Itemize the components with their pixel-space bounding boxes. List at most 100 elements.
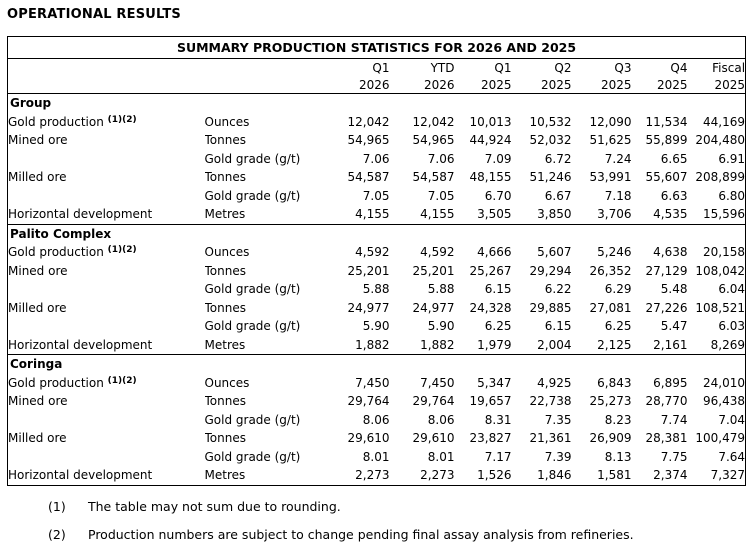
footnotes: (1) The table may not sum due to roundin… [48,499,752,543]
value-cell: 100,479 [695,431,746,446]
data-row: Gold production (1)(2) Ounces 7,450 7,450 5,… [8,374,746,393]
unit-cell: Ounces [204,245,250,260]
value-cell: 24,010 [703,375,746,390]
data-row: Mined ore Tonnes 25,201 25,201 25,267 29,294 2… [8,262,746,281]
value-cell: 7.64 [718,449,746,464]
value-cell: 28,770 [645,394,688,409]
data-row: Horizontal development Metres 2,273 2,273 1,… [8,466,746,485]
value-cell: 29,885 [529,300,572,315]
value-cell: 24,977 [412,300,455,315]
column-year-header: 2025 [656,77,688,92]
data-row: Gold production (1)(2) Ounces 12,042 12,042… [8,113,746,132]
value-cell: 6.25 [604,319,632,334]
value-cell: 6.29 [604,282,632,297]
unit-cell: Ounces [204,114,250,129]
row-label: Gold production (1)(2) [8,375,137,390]
value-cell: 6.72 [544,151,572,166]
data-row: Milled ore Tonnes 24,977 24,977 24,328 29,885… [8,299,746,318]
value-cell: 48,155 [469,170,512,185]
column-year-header: 2025 [540,77,572,92]
value-cell: 29,764 [412,394,455,409]
value-cell: 7.06 [362,151,390,166]
column-year-header: 2025 [600,77,632,92]
value-cell: 1,526 [477,468,512,483]
data-row: Gold grade (g/t) 5.90 5.90 6.25 6.15 6.25 5.47… [8,317,746,336]
value-cell: 44,924 [469,133,512,148]
row-label: Mined ore [8,394,68,409]
unit-cell: Metres [204,207,246,222]
row-label: Mined ore [8,133,68,148]
value-cell: 11,534 [645,114,688,129]
column-year-header: 2025 [480,77,512,92]
value-cell: 8.06 [427,412,455,427]
row-label [8,187,205,206]
value-cell: 4,155 [420,207,455,222]
data-row: Milled ore Tonnes 54,587 54,587 48,155 51,246… [8,168,746,187]
row-label [8,317,205,336]
column-year-header: 2026 [423,77,455,92]
value-cell: 53,991 [589,170,632,185]
value-cell: 3,850 [537,207,572,222]
row-label: Milled ore [8,431,67,446]
value-cell: 2,273 [420,468,455,483]
value-cell: 51,625 [589,133,632,148]
unit-cell: Gold grade (g/t) [204,188,301,203]
value-cell: 3,505 [477,207,512,222]
unit-cell: Gold grade (g/t) [204,319,301,334]
value-cell: 54,587 [347,170,390,185]
value-cell: 3,706 [597,207,632,222]
value-cell: 7.05 [427,188,455,203]
value-cell: 7.24 [604,151,632,166]
value-cell: 27,081 [589,300,632,315]
value-cell: 44,169 [703,114,746,129]
section-header-row: Group [7,93,746,113]
value-cell: 5,347 [477,375,512,390]
unit-cell: Gold grade (g/t) [204,151,301,166]
value-cell: 2,273 [355,468,390,483]
value-cell: 15,596 [703,207,746,222]
footnote-reference: (1)(2) [107,114,137,125]
footnote-2: (2) Production numbers are subject to ch… [48,527,752,543]
value-cell: 7.17 [484,449,512,464]
value-cell: 19,657 [469,394,512,409]
value-cell: 25,267 [469,263,512,278]
row-label [8,411,205,430]
value-cell: 24,977 [347,300,390,315]
row-label: Mined ore [8,263,68,278]
value-cell: 5,607 [537,245,572,260]
header-spacer [8,76,345,94]
section-title: Palito Complex [7,223,746,243]
value-cell: 5.90 [362,319,390,334]
unit-cell: Tonnes [204,431,246,446]
value-cell: 4,666 [477,245,512,260]
value-cell: 52,032 [529,133,572,148]
value-cell: 5.47 [660,319,688,334]
footnote-reference: (1)(2) [107,375,137,386]
value-cell: 8,269 [710,337,746,352]
value-cell: 10,013 [469,114,512,129]
value-cell: 7.05 [362,188,390,203]
value-cell: 26,909 [589,431,632,446]
data-row: Gold grade (g/t) 8.06 8.06 8.31 7.35 8.23 7.74… [8,411,746,430]
value-cell: 26,352 [589,263,632,278]
row-label: Gold production (1)(2) [8,114,137,129]
value-cell: 4,155 [355,207,390,222]
value-cell: 27,226 [645,300,688,315]
value-cell: 25,201 [347,263,390,278]
row-label [8,280,205,299]
value-cell: 7.39 [544,449,572,464]
footnote-marker: (2) [48,526,66,542]
value-cell: 6.15 [484,282,512,297]
value-cell: 204,480 [695,133,746,148]
column-year-header: 2026 [358,77,390,92]
table-head: SUMMARY PRODUCTION STATISTICS FOR 2026 A… [7,36,746,94]
value-cell: 6.80 [718,188,746,203]
value-cell: 2,125 [597,337,632,352]
value-cell: 6.91 [718,151,746,166]
value-cell: 1,882 [355,337,390,352]
value-cell: 4,592 [420,245,455,260]
value-cell: 2,004 [537,337,572,352]
row-label [8,448,205,467]
value-cell: 108,042 [695,263,746,278]
value-cell: 1,581 [597,468,632,483]
